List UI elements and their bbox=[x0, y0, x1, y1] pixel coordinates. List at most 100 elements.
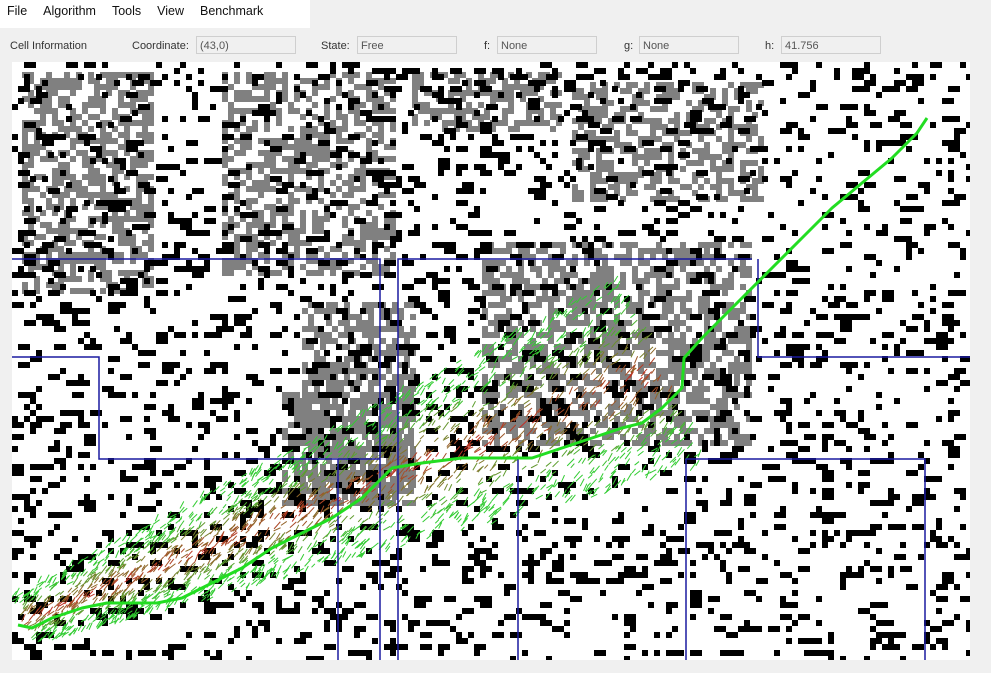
obstacle-cell bbox=[258, 266, 270, 272]
unknown-cell bbox=[728, 428, 734, 434]
obstacle-cell bbox=[804, 278, 810, 284]
unknown-cell bbox=[372, 392, 378, 398]
obstacle-cell bbox=[12, 494, 18, 500]
unknown-cell bbox=[584, 166, 590, 172]
unknown-cell bbox=[100, 288, 106, 294]
unknown-cell bbox=[626, 190, 632, 196]
unknown-cell bbox=[698, 106, 704, 112]
unknown-cell bbox=[240, 120, 246, 126]
unknown-cell bbox=[460, 90, 466, 96]
obstacle-cell bbox=[456, 224, 468, 230]
menu-file[interactable]: File bbox=[7, 4, 28, 18]
obstacle-cell bbox=[954, 506, 960, 512]
obstacle-cell bbox=[270, 332, 282, 338]
obstacle-cell bbox=[738, 98, 744, 104]
unknown-cell bbox=[686, 260, 692, 266]
unknown-cell bbox=[136, 120, 142, 126]
unknown-cell bbox=[704, 154, 710, 160]
unknown-cell bbox=[614, 326, 620, 332]
obstacle-cell bbox=[948, 320, 960, 326]
obstacle-cell bbox=[78, 74, 84, 80]
unknown-cell bbox=[366, 96, 372, 102]
unknown-cell bbox=[320, 470, 326, 476]
unknown-cell bbox=[46, 246, 52, 252]
obstacle-cell bbox=[252, 602, 264, 608]
obstacle-cell bbox=[600, 98, 606, 104]
unknown-cell bbox=[740, 82, 746, 88]
obstacle-cell bbox=[684, 512, 696, 518]
menu-benchmark[interactable]: Benchmark bbox=[200, 4, 264, 18]
obstacle-cell bbox=[942, 98, 948, 104]
unknown-cell bbox=[252, 264, 258, 270]
unknown-cell bbox=[366, 210, 372, 216]
unknown-cell bbox=[632, 100, 638, 106]
unknown-cell bbox=[638, 112, 644, 118]
obstacle-cell bbox=[318, 440, 324, 446]
unknown-cell bbox=[674, 374, 680, 380]
obstacle-cell bbox=[462, 578, 468, 584]
obstacle-cell bbox=[870, 530, 876, 536]
obstacle-cell bbox=[600, 128, 606, 134]
obstacle-cell bbox=[60, 578, 66, 584]
unknown-cell bbox=[384, 90, 390, 96]
obstacle-cell bbox=[66, 248, 72, 254]
unknown-cell bbox=[258, 192, 264, 198]
obstacle-cell bbox=[84, 494, 90, 500]
obstacle-cell bbox=[372, 638, 378, 644]
grid-map-canvas[interactable] bbox=[12, 62, 970, 660]
unknown-cell bbox=[404, 488, 410, 494]
unknown-cell bbox=[64, 276, 70, 282]
obstacle-cell bbox=[12, 290, 18, 296]
unknown-cell bbox=[52, 246, 58, 252]
obstacle-cell bbox=[528, 416, 540, 422]
obstacle-cell bbox=[126, 92, 138, 98]
obstacle-cell bbox=[48, 482, 60, 488]
unknown-cell bbox=[312, 102, 318, 108]
unknown-cell bbox=[722, 422, 728, 428]
unknown-cell bbox=[392, 380, 398, 386]
obstacle-cell bbox=[204, 260, 210, 266]
obstacle-cell bbox=[498, 464, 504, 470]
unknown-cell bbox=[100, 150, 106, 156]
obstacle-cell bbox=[510, 134, 522, 140]
obstacle-cell bbox=[624, 386, 630, 392]
unknown-cell bbox=[46, 84, 52, 90]
unknown-cell bbox=[590, 178, 596, 184]
obstacle-cell bbox=[798, 146, 804, 152]
menu-view[interactable]: View bbox=[157, 4, 185, 18]
unknown-cell bbox=[500, 260, 506, 266]
unknown-cell bbox=[136, 108, 142, 114]
unknown-cell bbox=[308, 344, 314, 350]
obstacle-cell bbox=[60, 170, 66, 176]
unknown-cell bbox=[380, 410, 386, 416]
obstacle-cell bbox=[774, 650, 780, 656]
unknown-cell bbox=[342, 222, 348, 228]
unknown-cell bbox=[578, 296, 584, 302]
unknown-cell bbox=[314, 308, 320, 314]
obstacle-cell bbox=[480, 152, 492, 158]
grid-map-svg[interactable] bbox=[12, 62, 970, 660]
unknown-cell bbox=[626, 338, 632, 344]
obstacle-cell bbox=[276, 428, 282, 434]
obstacle-cell bbox=[642, 314, 654, 320]
obstacle-cell bbox=[294, 74, 300, 80]
obstacle-cell bbox=[492, 116, 498, 122]
obstacle-cell bbox=[780, 572, 792, 578]
obstacle-cell bbox=[624, 440, 630, 446]
menu-algorithm[interactable]: Algorithm bbox=[43, 4, 96, 18]
unknown-cell bbox=[342, 494, 348, 500]
obstacle-cell bbox=[864, 140, 870, 146]
unknown-cell bbox=[342, 138, 348, 144]
unknown-cell bbox=[638, 290, 644, 296]
unknown-cell bbox=[28, 150, 34, 156]
obstacle-cell bbox=[666, 608, 672, 614]
obstacle-cell bbox=[234, 542, 240, 548]
unknown-cell bbox=[28, 102, 34, 108]
unknown-cell bbox=[668, 178, 674, 184]
menu-tools[interactable]: Tools bbox=[111, 4, 142, 18]
obstacle-cell bbox=[336, 242, 342, 248]
obstacle-cell bbox=[438, 164, 450, 170]
unknown-cell bbox=[100, 102, 106, 108]
unknown-cell bbox=[342, 120, 348, 126]
obstacle-cell bbox=[108, 236, 114, 242]
